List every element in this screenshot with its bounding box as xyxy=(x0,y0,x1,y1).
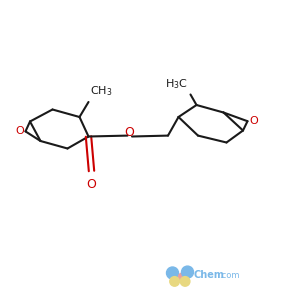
Text: CH$_3$: CH$_3$ xyxy=(90,85,112,98)
Text: O: O xyxy=(87,178,96,190)
Text: .com: .com xyxy=(219,271,239,280)
Circle shape xyxy=(170,277,179,286)
Circle shape xyxy=(167,267,178,279)
Text: O: O xyxy=(16,126,25,136)
Text: O: O xyxy=(124,126,134,139)
Text: Chem: Chem xyxy=(194,270,224,280)
Circle shape xyxy=(180,277,190,286)
Text: H$_3$C: H$_3$C xyxy=(165,77,188,91)
Text: O: O xyxy=(249,116,258,126)
Circle shape xyxy=(178,273,186,281)
Circle shape xyxy=(182,266,194,278)
